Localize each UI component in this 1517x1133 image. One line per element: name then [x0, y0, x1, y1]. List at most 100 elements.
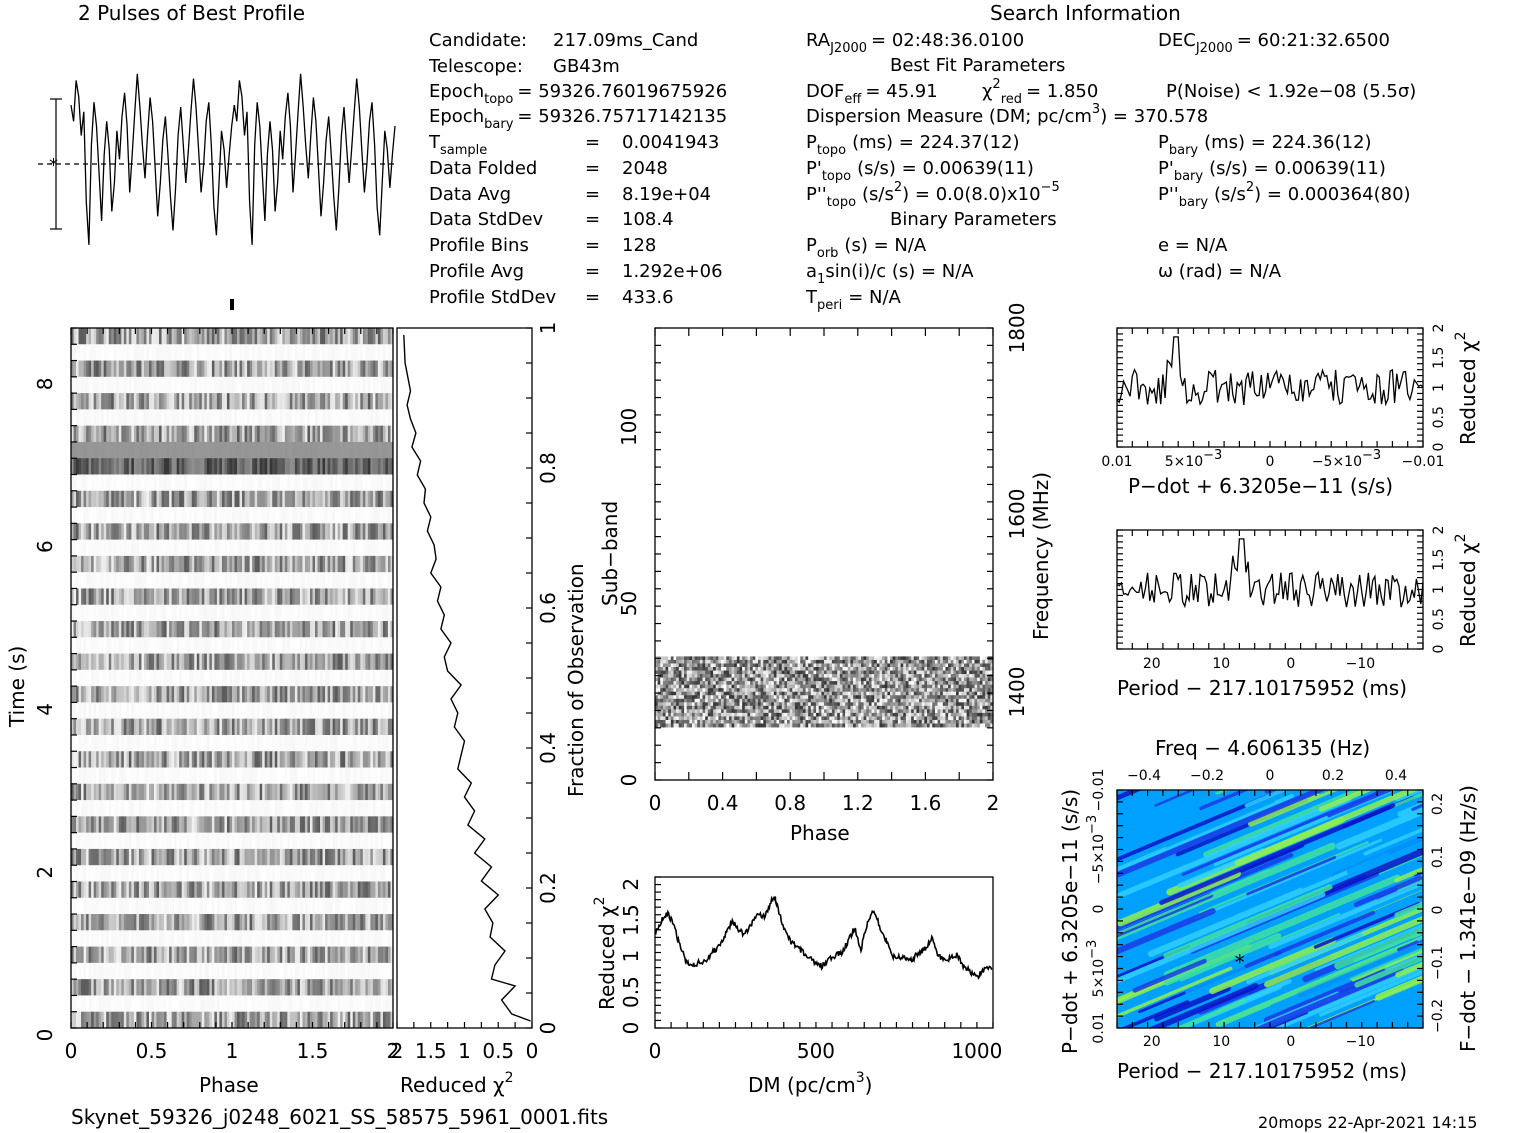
- time-phase-cell: [174, 816, 178, 834]
- time-phase-cell: [315, 523, 319, 541]
- time-phase-cell: [355, 897, 359, 915]
- time-phase-cell: [211, 604, 215, 622]
- time-phase-cell: [279, 490, 283, 508]
- time-phase-cell: [78, 865, 82, 882]
- time-phase-cell: [209, 751, 213, 768]
- time-phase-cell: [277, 637, 281, 654]
- time-phase-cell: [206, 946, 210, 964]
- time-phase-cell: [138, 458, 143, 475]
- time-phase-cell: [325, 751, 329, 768]
- time-phase-cell: [154, 751, 158, 768]
- time-phase-cell: [161, 669, 165, 687]
- time-phase-cell: [337, 897, 341, 915]
- time-phase-cell: [375, 702, 379, 720]
- time-phase-cell: [206, 702, 210, 720]
- time-phase-cell: [131, 539, 135, 557]
- time-phase-cell: [71, 751, 75, 768]
- time-phase-cell: [297, 360, 301, 378]
- time-phase-cell: [96, 718, 100, 736]
- time-phase-cell: [161, 865, 165, 882]
- time-phase-cell: [146, 897, 150, 915]
- time-phase-cell: [96, 848, 100, 866]
- time-phase-cell: [387, 718, 392, 736]
- t-peri: Tperi = N/A: [805, 287, 902, 313]
- time-phase-cell: [78, 621, 82, 638]
- time-phase-cell: [320, 555, 324, 573]
- time-phase-cell: [136, 490, 140, 508]
- time-phase-cell: [136, 637, 140, 654]
- time-phase-cell: [108, 832, 112, 850]
- time-phase-cell: [133, 344, 138, 361]
- time-phase-cell: [116, 783, 120, 801]
- time-phase-cell: [164, 783, 168, 801]
- time-phase-cell: [194, 881, 198, 899]
- time-phase-cell: [342, 393, 346, 410]
- time-phase-cell: [247, 555, 251, 573]
- time-phase-cell: [287, 816, 291, 834]
- time-phase-cell: [247, 751, 251, 768]
- time-phase-cell: [166, 800, 170, 817]
- time-phase-cell: [315, 360, 319, 378]
- time-phase-cell: [299, 816, 304, 834]
- time-phase-cell: [360, 865, 364, 882]
- time-phase-cell: [71, 523, 75, 541]
- time-phase-cell: [257, 393, 261, 410]
- time-phase-cell: [289, 474, 293, 492]
- time-phase-cell: [365, 800, 369, 817]
- time-phase-cell: [103, 637, 107, 654]
- time-phase-cell: [282, 848, 286, 866]
- time-phase-cell: [73, 441, 77, 459]
- time-phase-cell: [385, 686, 389, 703]
- time-phase-cell: [232, 588, 236, 606]
- time-phase-cell: [247, 865, 251, 882]
- time-phase-cell: [304, 328, 309, 345]
- time-phase-cell: [390, 344, 393, 361]
- time-phase-cell: [148, 897, 153, 915]
- time-phase-cell: [355, 930, 359, 948]
- time-phase-cell: [327, 588, 331, 606]
- time-phase-cell: [138, 441, 143, 459]
- time-phase-cell: [385, 734, 389, 752]
- time-phase-cell: [380, 637, 384, 654]
- time-phase-cell: [73, 507, 77, 524]
- time-phase-cell: [156, 751, 160, 768]
- time-phase-cell: [282, 621, 286, 638]
- time-phase-cell: [199, 637, 203, 654]
- time-phase-cell: [93, 393, 97, 410]
- time-phase-cell: [108, 328, 112, 345]
- time-phase-cell: [108, 572, 112, 589]
- time-phase-cell: [171, 946, 175, 964]
- time-phase-cell: [154, 441, 158, 459]
- time-phase-cell: [372, 767, 376, 785]
- time-phase-cell: [98, 555, 102, 573]
- time-phase-cell: [96, 881, 100, 899]
- time-phase-cell: [237, 897, 241, 915]
- time-phase-cell: [98, 344, 102, 361]
- time-phase-cell: [377, 376, 382, 394]
- time-phase-cell: [360, 686, 364, 703]
- time-phase-cell: [279, 702, 283, 720]
- time-phase-cell: [138, 669, 143, 687]
- time-phase-cell: [184, 393, 188, 410]
- time-phase-cell: [221, 702, 226, 720]
- time-phase-cell: [71, 734, 75, 752]
- time-phase-cell: [320, 621, 324, 638]
- time-phase-cell: [385, 848, 389, 866]
- time-phase-cell: [93, 914, 97, 931]
- time-phase-cell: [126, 458, 130, 475]
- time-phase-cell: [128, 490, 132, 508]
- time-phase-cell: [357, 800, 361, 817]
- time-phase-cell: [385, 458, 389, 475]
- time-phase-cell: [106, 767, 110, 785]
- time-phase-cell: [226, 848, 231, 866]
- time-phase-cell: [365, 523, 369, 541]
- time-phase-cell: [372, 734, 376, 752]
- time-phase-cell: [370, 572, 374, 589]
- time-phase-cell: [159, 604, 163, 622]
- data-folded-label: Data Folded: [429, 158, 537, 179]
- time-phase-cell: [284, 507, 288, 524]
- time-phase-cell: [159, 848, 163, 866]
- time-phase-cell: [161, 734, 165, 752]
- time-phase-cell: [312, 425, 316, 443]
- time-phase-cell: [315, 816, 319, 834]
